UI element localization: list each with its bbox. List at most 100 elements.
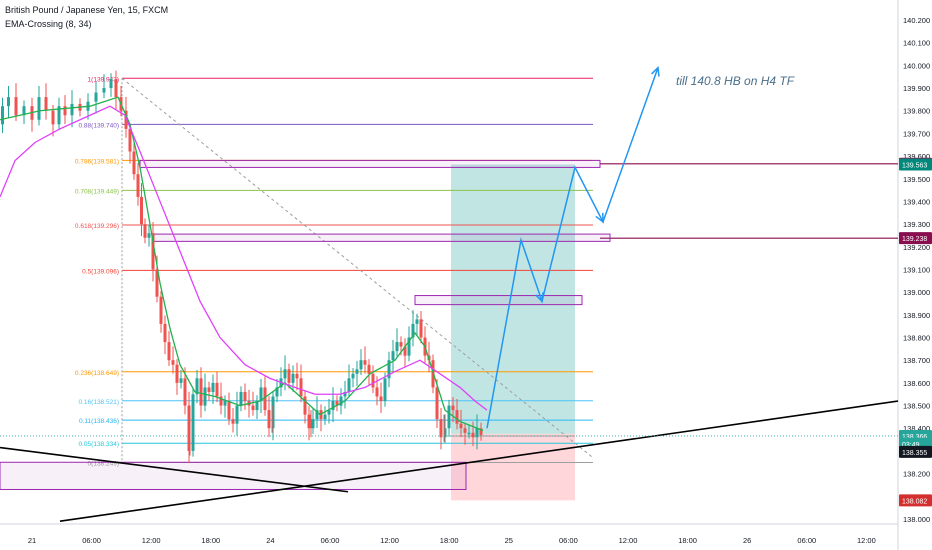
candle-body (124, 110, 128, 129)
candle-body (367, 364, 371, 374)
candle-body (51, 110, 55, 125)
y-tick-label: 139.100 (903, 265, 930, 274)
candle-body (94, 92, 98, 102)
candle-body (136, 174, 140, 197)
stop-zone (451, 433, 575, 501)
candle-body (475, 428, 479, 438)
fib-level-label: 0.5(139.096) (82, 268, 119, 275)
x-tick-label: 18:00 (440, 536, 459, 545)
x-tick-label: 18:00 (678, 536, 697, 545)
candle-body (151, 233, 155, 270)
candle-body (347, 378, 351, 392)
y-tick-label: 140.100 (903, 39, 930, 48)
candle-body (207, 387, 211, 392)
candle-body (57, 106, 61, 125)
zone-box (139, 159, 601, 168)
price-badge-label: 139.563 (902, 162, 927, 169)
candle-body (183, 378, 187, 406)
candle-body (399, 342, 403, 347)
candle-body (203, 387, 207, 406)
candle-body (102, 88, 106, 93)
price-badge (899, 158, 932, 171)
x-tick-label: 21 (28, 536, 36, 545)
fib-level-label: 0.88(139.740) (79, 122, 119, 129)
candle-body (215, 382, 219, 397)
y-tick-label: 139.300 (903, 220, 930, 229)
candle-body (403, 346, 407, 356)
price-badge (899, 232, 932, 245)
candle-body (455, 410, 459, 424)
candle-body (343, 391, 347, 397)
y-tick-label: 139.000 (903, 288, 930, 297)
indicator-label[interactable]: EMA-Crossing (8, 34) (5, 19, 92, 29)
candle-body (299, 378, 303, 397)
candle-body (267, 410, 271, 429)
candle-body (114, 78, 118, 98)
candle-body (391, 351, 395, 361)
candle-body (143, 224, 147, 238)
y-tick-label: 139.500 (903, 175, 930, 184)
y-tick-label: 140.200 (903, 16, 930, 25)
x-tick-label: 24 (266, 536, 274, 545)
price-badge (899, 494, 932, 507)
candle-body (255, 401, 259, 411)
fib-diagonal (121, 77, 594, 459)
price-badge-label: 138.366 (902, 434, 927, 441)
fib-level-label: 0.786(139.581) (75, 158, 119, 165)
candle-body (295, 373, 299, 379)
fib-level-label: 0.05(138.334) (79, 441, 119, 448)
candle-body (283, 369, 287, 379)
candle-body (355, 369, 359, 374)
projection-path (486, 67, 659, 429)
candle-body (191, 394, 195, 451)
candle-body (271, 396, 275, 429)
x-tick-label: 18:00 (201, 536, 220, 545)
chart-annotation: till 140.8 HB on H4 TF (676, 74, 795, 88)
candle-body (251, 405, 255, 411)
candle-body (37, 97, 41, 120)
projection-arrowhead (535, 292, 544, 303)
candle-body (451, 405, 455, 411)
candle-body (315, 410, 319, 420)
y-tick-label: 139.400 (903, 197, 930, 206)
candle-body (395, 342, 399, 352)
candle-body (259, 387, 263, 402)
candle-body (243, 391, 247, 402)
y-tick-label: 139.700 (903, 129, 930, 138)
candle-body (187, 405, 191, 451)
fib-level-label: 0.16(138.521) (79, 399, 119, 406)
candle-body (327, 410, 331, 415)
y-tick-label: 139.900 (903, 84, 930, 93)
candle-body (379, 396, 383, 402)
x-tick-label: 06:00 (559, 536, 578, 545)
candle-body (311, 419, 315, 429)
candle-body (375, 387, 379, 397)
fib-level-label: 0.236(138.649) (75, 370, 119, 377)
candle-body (219, 396, 223, 406)
candle-body (351, 373, 355, 379)
y-tick-label: 139.800 (903, 107, 930, 116)
candle-body (307, 414, 311, 429)
candle-body (371, 373, 375, 388)
candle-body (479, 428, 483, 436)
y-tick-label: 138.200 (903, 470, 930, 479)
ema-line (0, 96, 484, 432)
y-tick-label: 139.600 (903, 152, 930, 161)
candle-body (140, 196, 143, 225)
y-tick-label: 140.000 (903, 61, 930, 70)
candle-body (223, 401, 227, 406)
candle-body (44, 97, 48, 111)
ema-line (0, 105, 488, 411)
y-tick-label: 138.400 (903, 424, 930, 433)
candle-body (363, 360, 367, 365)
fib-level-label: 0(138.249) (88, 460, 119, 467)
candle-body (22, 106, 26, 116)
candle-body (383, 378, 387, 402)
price-badge-label: 138.355 (902, 450, 927, 457)
candle-body (411, 323, 415, 338)
candle-body (459, 423, 463, 429)
candle-body (199, 378, 203, 406)
candle-body (231, 419, 235, 424)
price-badge (899, 445, 932, 458)
